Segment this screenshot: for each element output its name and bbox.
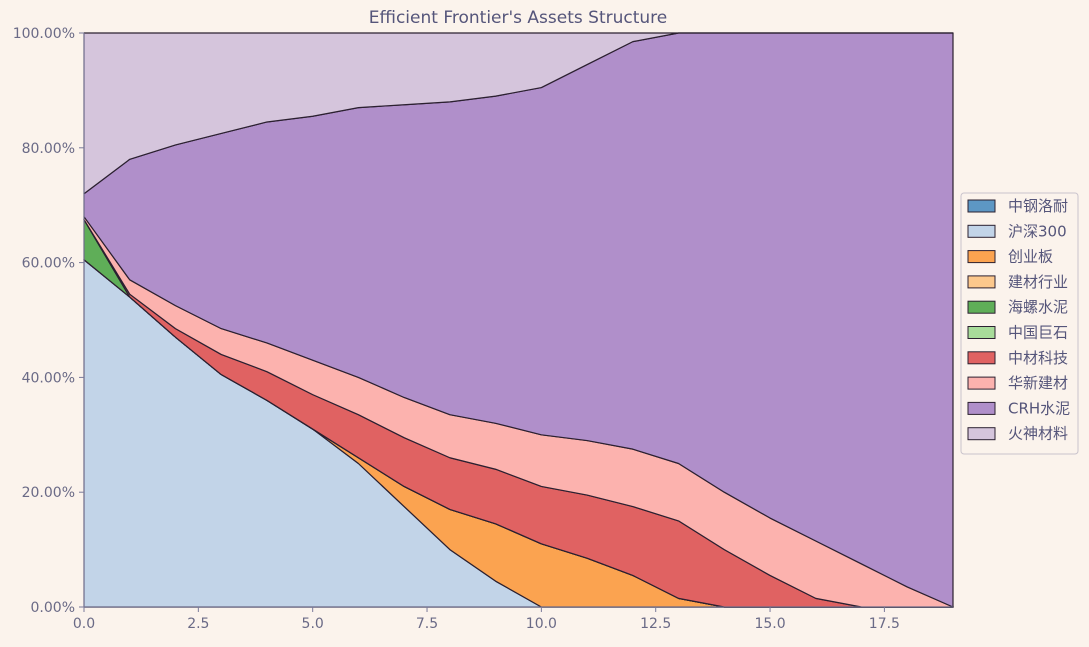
legend-swatch <box>967 376 996 390</box>
legend-label: 华新建材 <box>1008 374 1068 392</box>
legend-swatch <box>967 351 996 365</box>
legend-swatch <box>967 199 996 213</box>
legend-label: 创业板 <box>1008 248 1053 266</box>
y-tick-label: 60.00% <box>22 256 75 272</box>
legend-swatch <box>967 401 996 415</box>
y-tick-label: 80.00% <box>22 141 75 157</box>
y-tick-label: 0.00% <box>31 600 75 616</box>
legend-label: 中钢洛耐 <box>1008 197 1068 215</box>
x-tick-label: 10.0 <box>526 616 557 632</box>
y-tick-label: 40.00% <box>22 370 75 386</box>
x-tick-label: 17.5 <box>869 616 900 632</box>
legend-label: CRH水泥 <box>1008 399 1070 417</box>
legend-swatch <box>967 300 996 314</box>
legend-label: 中材科技 <box>1008 349 1068 367</box>
x-tick-label: 2.5 <box>187 616 209 632</box>
x-tick-label: 7.5 <box>416 616 438 632</box>
legend-swatch <box>967 427 996 441</box>
axes: 0.0 2.5 5.0 7.5 10.0 12.5 15.0 17.5 0.00% 20.00% 4… <box>13 26 953 632</box>
y-tick-label: 20.00% <box>22 485 75 501</box>
legend-swatch <box>967 250 996 264</box>
legend-swatch <box>967 224 996 238</box>
area-layers <box>83 32 954 608</box>
legend-label: 火神材料 <box>1008 425 1068 443</box>
legend-label: 建材行业 <box>1008 273 1068 291</box>
x-tick-label: 12.5 <box>640 616 671 632</box>
x-tick-label: 15.0 <box>754 616 785 632</box>
y-tick-label: 100.00% <box>13 26 75 42</box>
legend-label: 中国巨石 <box>1008 324 1068 342</box>
area-series-9 <box>83 32 954 195</box>
legend-label: 海螺水泥 <box>1008 298 1068 316</box>
x-tick-label: 5.0 <box>302 616 324 632</box>
x-tick-label: 0.0 <box>73 616 95 632</box>
chart-title: Efficient Frontier's Assets Structure <box>369 8 667 28</box>
legend-label: 沪深300 <box>1008 222 1067 240</box>
legend-swatch <box>967 275 996 289</box>
legend-swatch <box>967 326 996 339</box>
